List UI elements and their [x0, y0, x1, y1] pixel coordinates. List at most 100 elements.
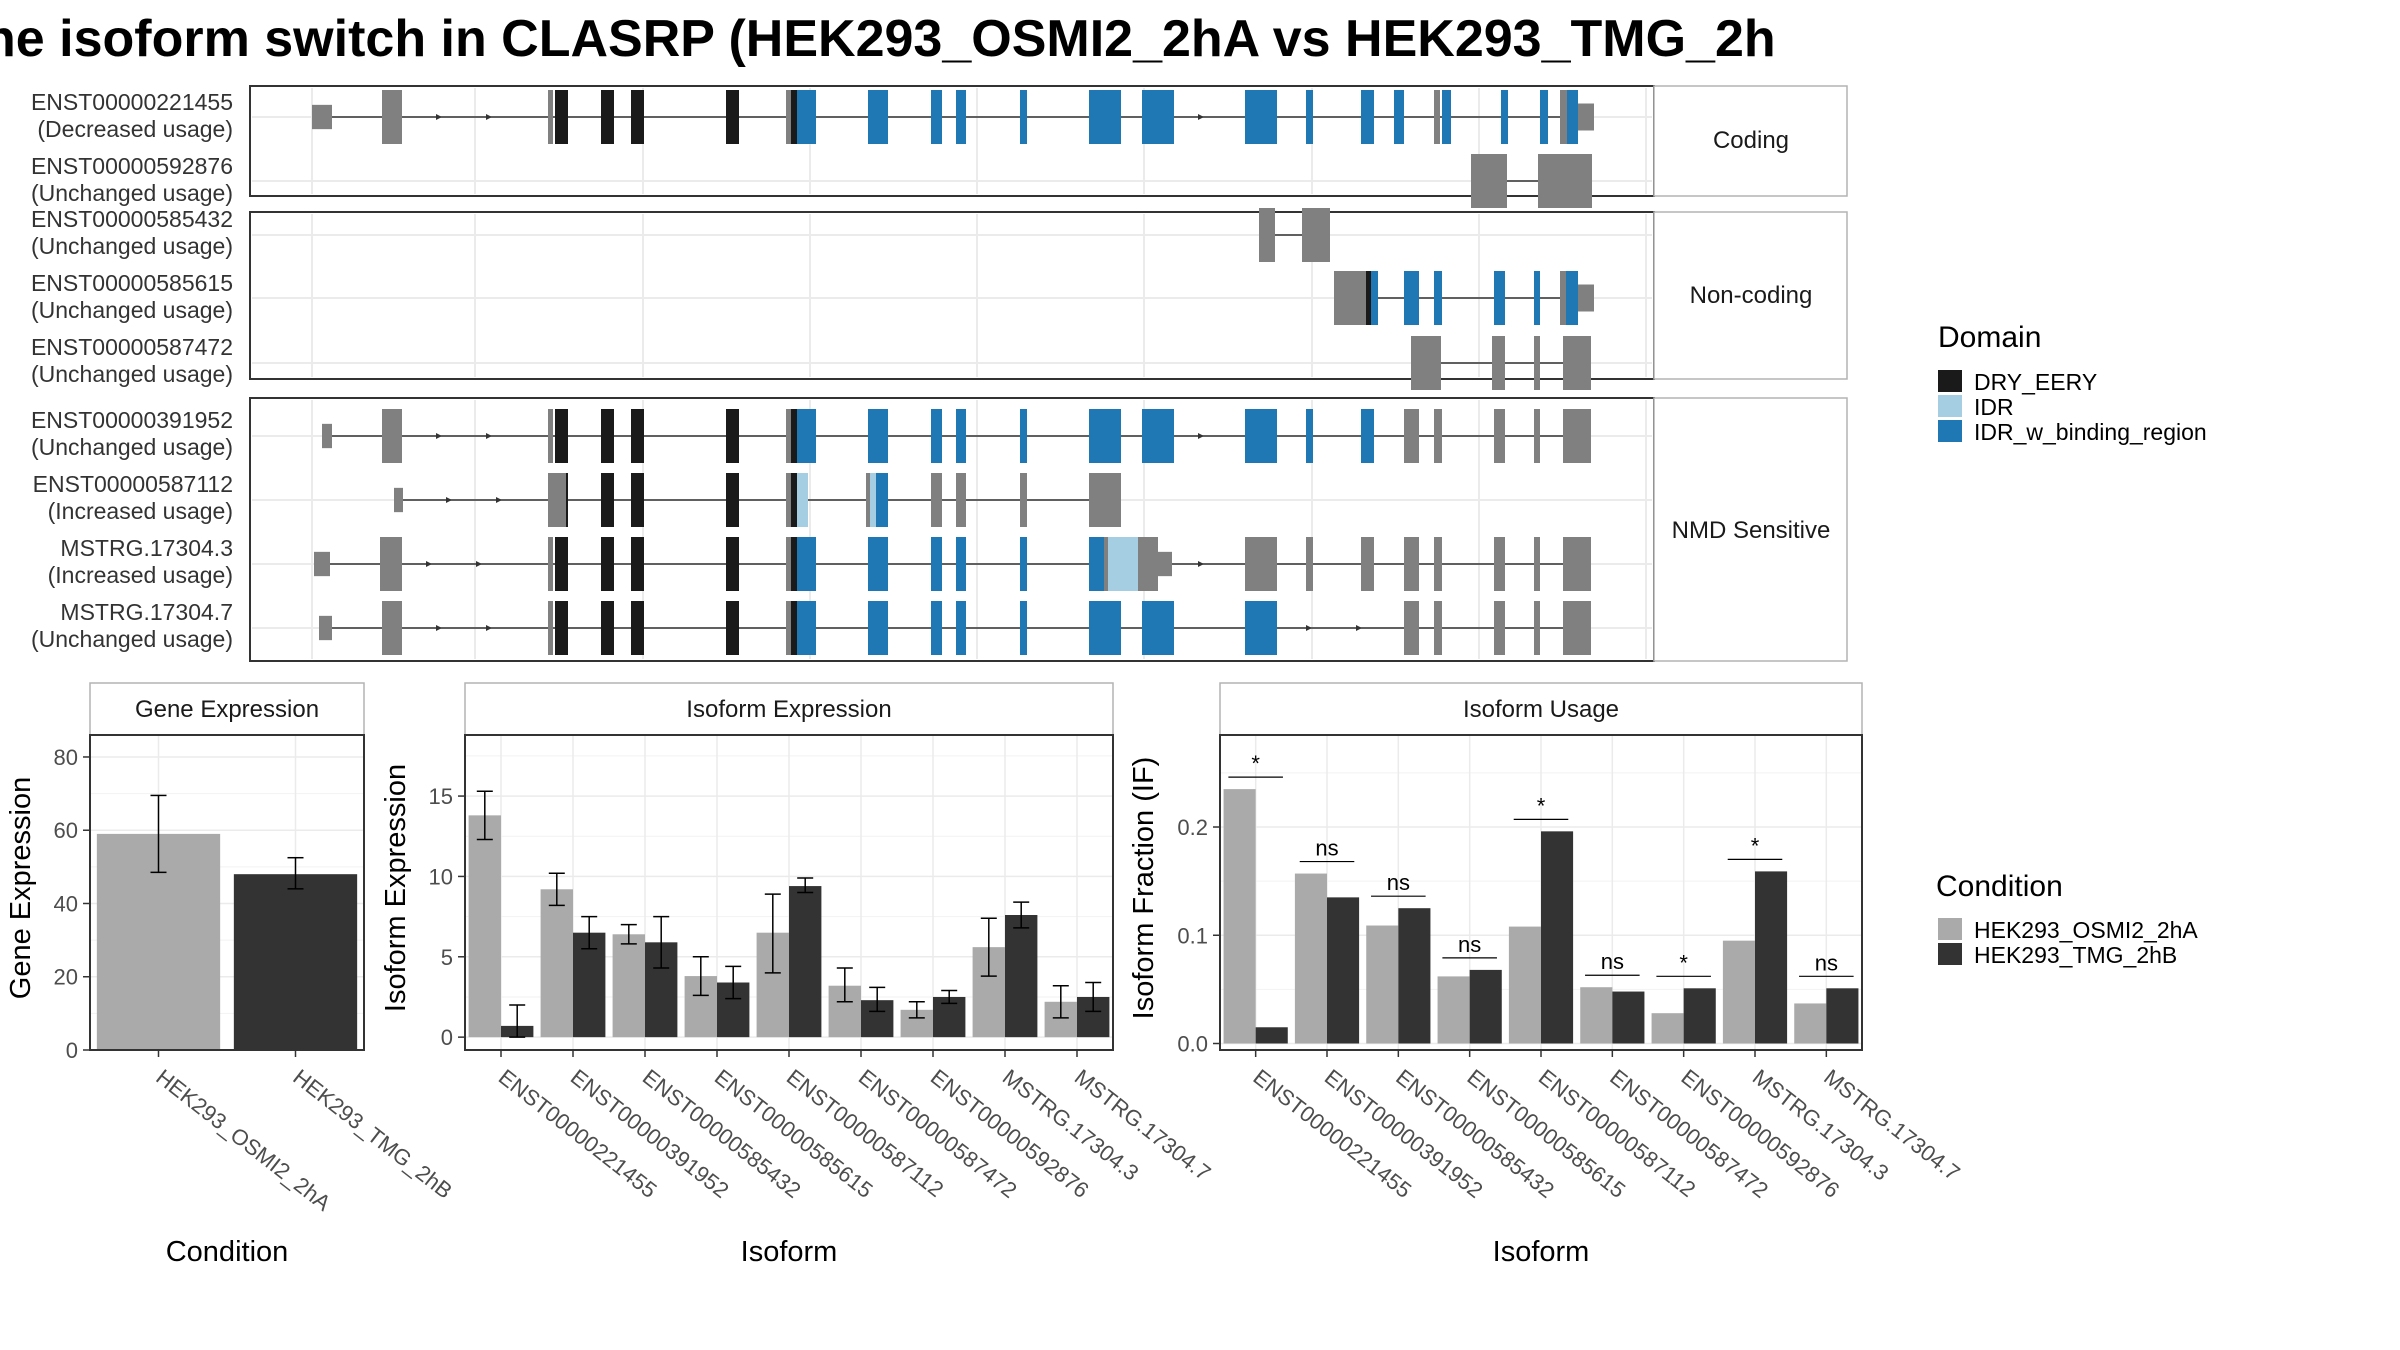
exon	[382, 601, 402, 655]
exon	[1534, 336, 1540, 390]
tx-label-usage: (Increased usage)	[48, 498, 233, 524]
significance-label: ns	[1315, 836, 1338, 861]
transcript-model	[1334, 271, 1594, 325]
transcript-model	[322, 409, 1591, 463]
bar	[1366, 925, 1399, 1044]
strand-arrow	[486, 114, 492, 120]
significance-label: *	[1251, 751, 1260, 776]
exon	[548, 473, 566, 527]
noncoding-panel	[249, 211, 1655, 380]
exon	[1566, 271, 1578, 325]
transcript-structure-panel: Coding Non-coding NMD Sensitive ENST0000…	[31, 85, 1848, 662]
exon	[1404, 537, 1419, 591]
nmd-strip-label: NMD Sensitive	[1672, 517, 1831, 544]
exon	[786, 90, 791, 144]
exon	[1404, 271, 1419, 325]
y-tick-label: 0	[441, 1025, 453, 1050]
exon	[797, 90, 816, 144]
tx-label-id: ENST00000585615	[31, 270, 233, 296]
exon	[1089, 90, 1121, 144]
exon	[797, 473, 808, 527]
exon	[786, 601, 791, 655]
exon	[555, 90, 568, 144]
transcript-model	[1411, 336, 1591, 390]
bar	[1651, 1013, 1684, 1044]
y-tick-label: 15	[429, 784, 453, 809]
strand-arrow	[436, 114, 442, 120]
exon	[1494, 271, 1505, 325]
tx-label-usage: (Unchanged usage)	[31, 180, 233, 206]
chart-strip	[1219, 682, 1863, 736]
exon	[1434, 271, 1442, 325]
x-axis-title: Condition	[166, 1236, 289, 1268]
exon	[1563, 409, 1591, 463]
exon	[1020, 409, 1027, 463]
plot-border	[89, 734, 365, 1051]
tx-label-id: MSTRG.17304.7	[60, 599, 233, 625]
exon	[1361, 409, 1374, 463]
bar	[1541, 831, 1574, 1044]
legend-label: HEK293_TMG_2hB	[1974, 942, 2177, 968]
chart-strip-title: Isoform Expression	[686, 696, 891, 723]
y-tick-label: 0.1	[1177, 923, 1208, 948]
bar	[1755, 871, 1788, 1044]
exon	[1020, 601, 1027, 655]
significance-label: *	[1537, 793, 1546, 818]
domain-legend-title: Domain	[1938, 321, 2041, 354]
exon	[870, 473, 876, 527]
tx-label-usage: (Unchanged usage)	[31, 626, 233, 652]
exon	[631, 409, 644, 463]
exon	[791, 537, 797, 591]
chart-strip-title: Gene Expression	[135, 696, 319, 723]
exon	[1245, 537, 1277, 591]
exon	[931, 90, 942, 144]
tx-label-usage: (Increased usage)	[48, 562, 233, 588]
exon	[1020, 537, 1027, 591]
exon	[555, 601, 568, 655]
exon	[726, 473, 739, 527]
exon	[1302, 208, 1330, 262]
exon	[1494, 409, 1505, 463]
exon	[868, 90, 888, 144]
exon	[1108, 537, 1138, 591]
strand-arrow	[1198, 114, 1204, 120]
exon	[601, 601, 614, 655]
transcript-model	[312, 90, 1594, 144]
exon	[322, 423, 332, 449]
tx-label-id: ENST00000391952	[31, 407, 233, 433]
exon	[1089, 473, 1121, 527]
y-tick-label: 5	[441, 945, 453, 970]
isoform-usage-chart: Isoform Usage Isoform Fraction (IF) Isof…	[1128, 682, 1965, 1268]
transcript-model	[1259, 208, 1330, 262]
exon	[1563, 601, 1591, 655]
exon	[382, 90, 402, 144]
exon	[631, 601, 644, 655]
transcript-model	[394, 473, 1121, 527]
bar	[1255, 1027, 1288, 1044]
bar	[1794, 1003, 1827, 1044]
y-tick-label: 60	[54, 818, 78, 843]
strand-arrow	[436, 433, 442, 439]
exon	[1434, 409, 1442, 463]
bar	[789, 886, 822, 1038]
exon	[555, 409, 568, 463]
legend-label: IDR_w_binding_region	[1974, 419, 2207, 445]
exon	[1089, 537, 1104, 591]
exon	[601, 409, 614, 463]
exon	[555, 537, 568, 591]
coding-panel	[249, 85, 1655, 197]
exon	[1371, 271, 1378, 325]
exon	[548, 537, 553, 591]
legend-key-tmg	[1938, 943, 1962, 965]
y-axis-title: Isoform Expression	[380, 764, 412, 1012]
legend-key-idr	[1938, 395, 1962, 417]
tx-label-id: ENST00000592876	[31, 153, 233, 179]
exon	[786, 409, 791, 463]
exon	[726, 537, 739, 591]
strand-arrow	[486, 433, 492, 439]
exon	[1578, 284, 1594, 312]
y-tick-label: 0.0	[1177, 1032, 1208, 1057]
exon	[956, 537, 966, 591]
exon	[1578, 103, 1594, 131]
strand-arrow	[426, 561, 432, 567]
